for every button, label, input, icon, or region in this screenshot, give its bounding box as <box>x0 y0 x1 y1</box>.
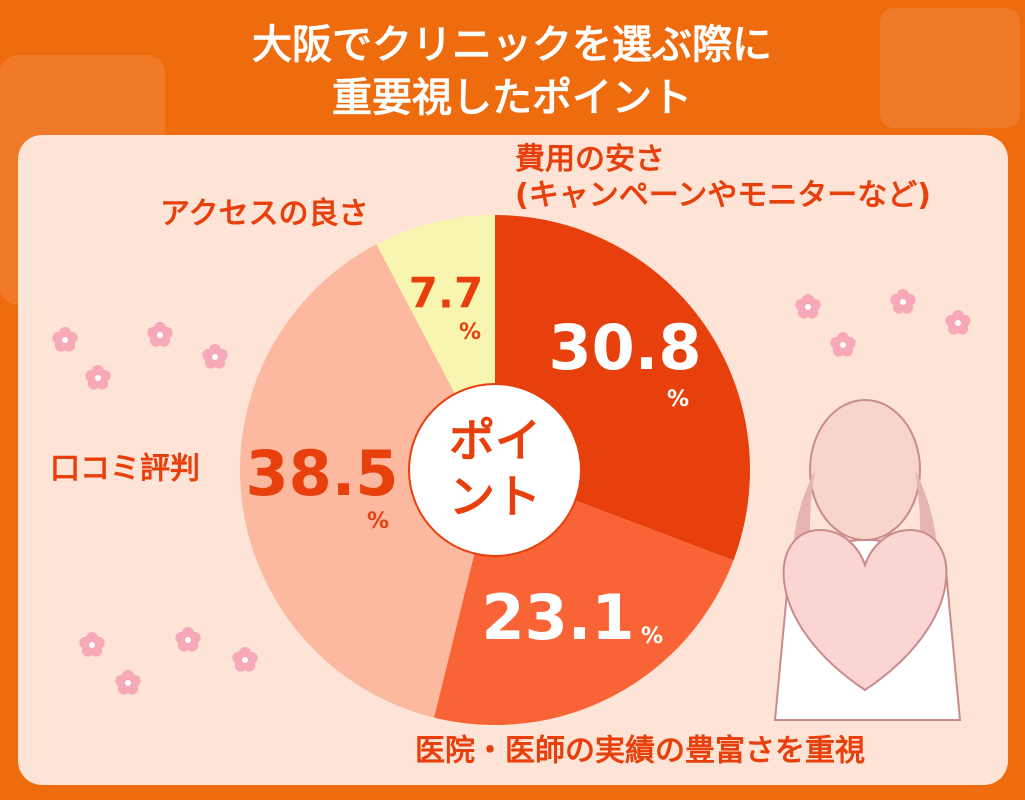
petal <box>147 326 160 339</box>
petal <box>175 631 188 644</box>
flower-center <box>185 637 191 643</box>
flower-center <box>89 642 95 648</box>
flower-center <box>157 332 163 338</box>
value-unit: % <box>667 387 689 412</box>
value-label: 23.1 <box>482 581 635 654</box>
petal <box>79 636 92 649</box>
value-label: 30.8 <box>549 311 702 384</box>
petal <box>945 314 958 327</box>
flower-center <box>62 337 68 343</box>
petal <box>232 651 245 664</box>
petal <box>890 293 903 306</box>
decor-block <box>880 8 1020 128</box>
chart-title: 重要視したポイント <box>332 75 692 121</box>
value-label: 38.5 <box>246 437 399 510</box>
flower-center <box>95 375 101 381</box>
petal <box>202 348 215 361</box>
petal <box>795 298 808 311</box>
flower-center <box>805 304 811 310</box>
chart-title: 大阪でクリニックを選ぶ際に <box>252 22 772 68</box>
category-label: アクセスの良さ <box>160 197 369 232</box>
category-label: 医院・医師の実績の豊富さを重視 <box>415 734 865 769</box>
flower-center <box>125 680 131 686</box>
value-label: 7.7 <box>409 269 483 318</box>
center-circle <box>408 383 582 557</box>
illustration <box>773 399 962 721</box>
category-label: 口コミ評判 <box>50 452 200 487</box>
decor-flowers <box>52 289 971 695</box>
petal <box>85 369 98 382</box>
petal <box>830 336 843 349</box>
petal <box>115 674 128 687</box>
category-label: 費用の安さ(キャンペーンやモニターなど) <box>515 142 931 213</box>
value-unit: % <box>641 624 663 649</box>
flower-center <box>242 657 248 663</box>
flower-center <box>212 354 218 360</box>
petal <box>52 331 65 344</box>
flower-center <box>955 320 961 326</box>
center-label: ポイ <box>449 414 541 468</box>
value-unit: % <box>459 320 481 345</box>
flower-center <box>900 299 906 305</box>
center-label: ント <box>449 470 541 524</box>
flower-center <box>840 342 846 348</box>
value-unit: % <box>367 509 389 534</box>
pie-slice <box>239 244 495 718</box>
